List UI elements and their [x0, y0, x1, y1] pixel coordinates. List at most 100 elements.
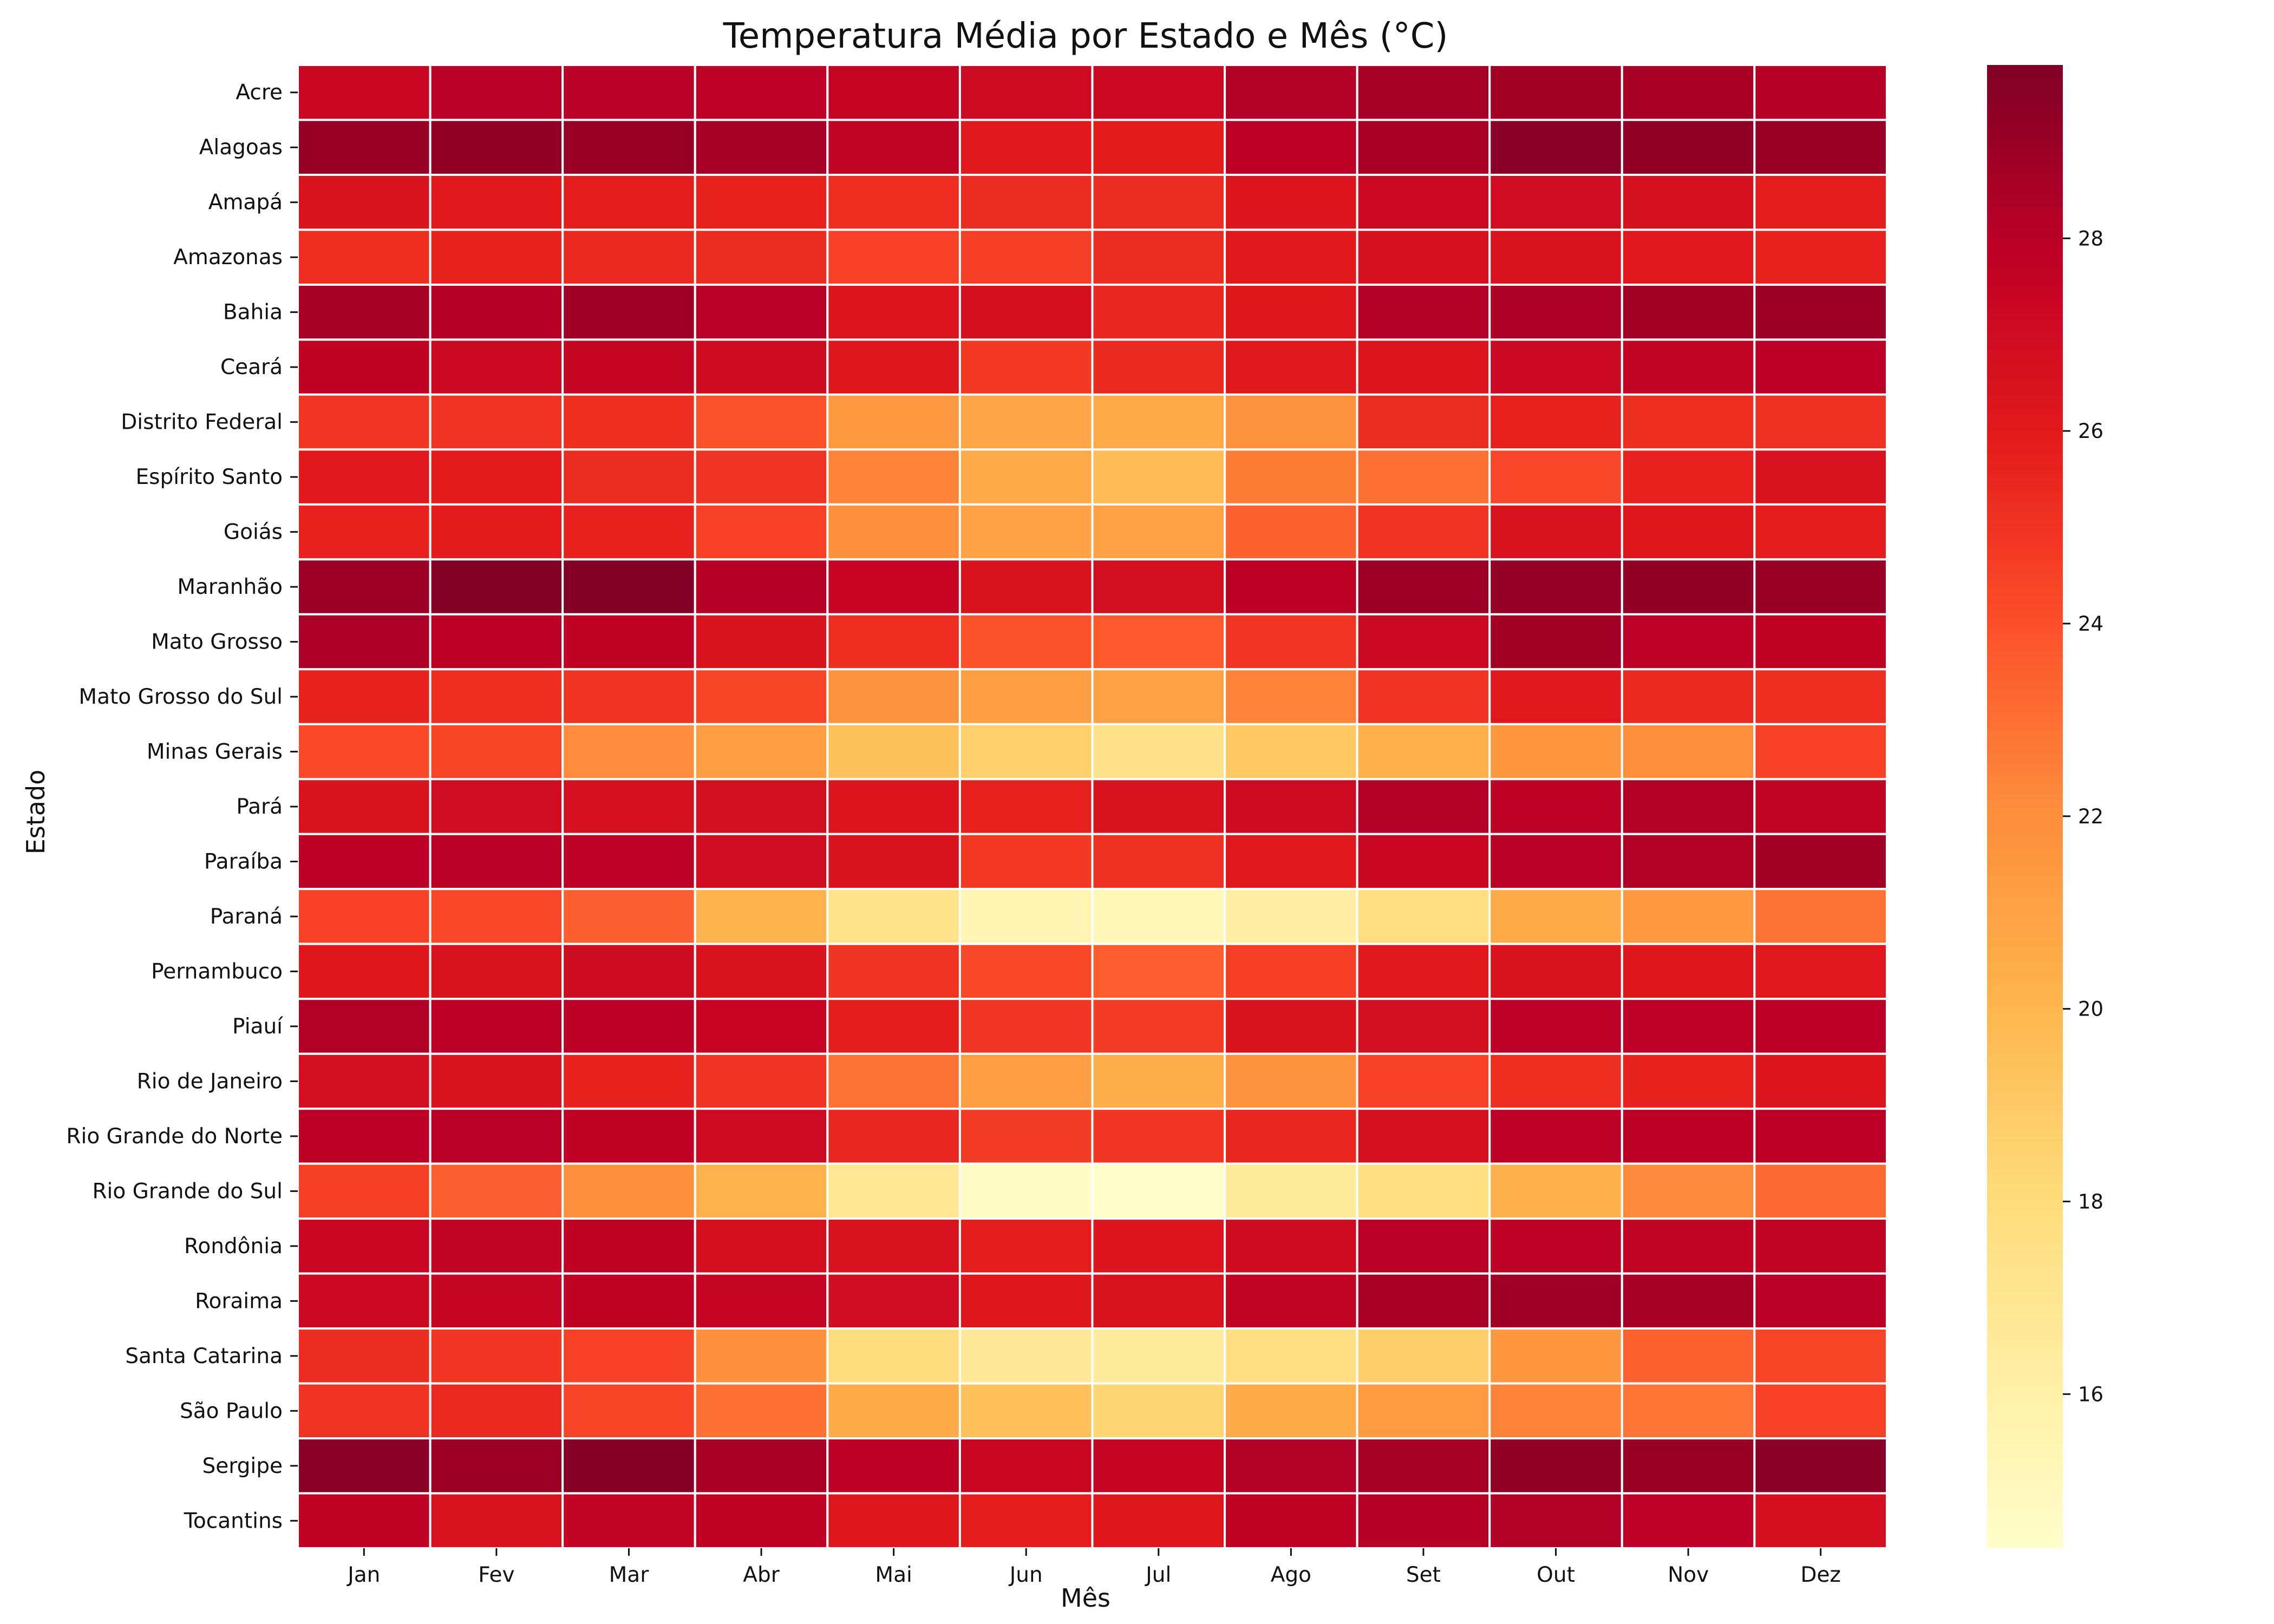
heatmap-cell: [1753, 448, 1889, 506]
heatmap-cell: [958, 338, 1094, 396]
heatmap-cell: [1224, 1162, 1358, 1220]
heatmap-cell: [958, 1382, 1094, 1440]
heatmap-cell: [1091, 613, 1226, 671]
y-tick-label: Espírito Santo: [136, 465, 283, 489]
heatmap-cell: [1356, 393, 1491, 451]
chart-title: Temperatura Média por Estado e Mês (°C): [723, 16, 1448, 56]
heatmap-cell: [429, 448, 564, 506]
heatmap-cell: [694, 1327, 829, 1385]
heatmap-cell: [1224, 833, 1358, 890]
heatmap-cell: [297, 448, 432, 506]
heatmap-cell: [826, 1052, 961, 1110]
heatmap-cell: [1224, 888, 1358, 945]
heatmap-cell: [1620, 1437, 1756, 1495]
heatmap-cell: [1224, 228, 1358, 286]
heatmap-cell: [1091, 448, 1226, 506]
heatmap-cell: [561, 283, 696, 341]
heatmap-cell: [1224, 778, 1358, 835]
heatmap-cell: [561, 778, 696, 835]
heatmap-cell: [1224, 558, 1358, 615]
heatmap-cell: [1091, 1217, 1226, 1275]
heatmap-cell: [958, 723, 1094, 781]
heatmap-cell: [429, 888, 564, 945]
heatmap-cell: [561, 558, 696, 615]
heatmap-cell: [1620, 393, 1756, 451]
heatmap-cell: [1620, 998, 1756, 1055]
heatmap-cell: [1488, 1272, 1623, 1330]
heatmap-cell: [1091, 668, 1226, 725]
heatmap-cell: [1356, 1327, 1491, 1385]
colorbar-tick-label: 24: [2078, 612, 2103, 636]
heatmap-cell: [297, 942, 432, 1000]
heatmap-cell: [1753, 888, 1889, 945]
heatmap-cell: [1091, 1437, 1226, 1495]
heatmap-cell: [429, 998, 564, 1055]
y-tick-label: Rio Grande do Norte: [66, 1124, 283, 1149]
heatmap-cell: [561, 833, 696, 890]
heatmap-cell: [1753, 668, 1889, 725]
heatmap-cell: [958, 833, 1094, 890]
heatmap-cell: [297, 338, 432, 396]
heatmap-cell: [826, 1437, 961, 1495]
heatmap-cell: [826, 1327, 961, 1385]
heatmap-cell: [826, 1492, 961, 1550]
heatmap-cell: [826, 723, 961, 781]
heatmap-cell: [694, 1108, 829, 1165]
heatmap-cell: [1620, 228, 1756, 286]
heatmap-cell: [429, 668, 564, 725]
heatmap-cell: [694, 888, 829, 945]
heatmap-cell: [826, 503, 961, 561]
heatmap-cell: [1091, 723, 1226, 781]
heatmap-cell: [694, 998, 829, 1055]
heatmap-cell: [826, 558, 961, 615]
colorbar-gradient: [1987, 65, 2063, 1548]
heatmap-cell: [1753, 64, 1889, 121]
heatmap-cell: [561, 613, 696, 671]
heatmap-cell: [429, 613, 564, 671]
heatmap-cell: [826, 613, 961, 671]
heatmap-cell: [1753, 613, 1889, 671]
heatmap-cell: [1356, 1492, 1491, 1550]
heatmap-cell: [429, 283, 564, 341]
heatmap-cell: [694, 64, 829, 121]
heatmap-cell: [1488, 338, 1623, 396]
heatmap-cell: [429, 558, 564, 615]
heatmap-cell: [561, 448, 696, 506]
heatmap-cell: [1091, 942, 1226, 1000]
heatmap-cell: [561, 1327, 696, 1385]
heatmap-cell: [1753, 503, 1889, 561]
x-tick-label: Nov: [1668, 1563, 1709, 1587]
heatmap-cell: [1488, 1108, 1623, 1165]
heatmap-cell: [297, 1162, 432, 1220]
heatmap-cell: [429, 228, 564, 286]
heatmap-cell: [1224, 613, 1358, 671]
heatmap-cell: [1356, 1382, 1491, 1440]
heatmap-cell: [1356, 942, 1491, 1000]
heatmap-cell: [1224, 1492, 1358, 1550]
heatmap-cell: [1356, 613, 1491, 671]
heatmap-cell: [1091, 338, 1226, 396]
y-tick-label: Acre: [236, 81, 283, 105]
heatmap-cell: [1091, 393, 1226, 451]
heatmap-cell: [1356, 668, 1491, 725]
heatmap-cell: [1356, 1217, 1491, 1275]
x-tick-label: Mai: [875, 1563, 912, 1587]
heatmap-cell: [561, 1162, 696, 1220]
heatmap-cell: [1224, 1108, 1358, 1165]
heatmap-cell: [561, 998, 696, 1055]
heatmap-cell: [561, 1217, 696, 1275]
heatmap-cell: [1753, 173, 1889, 231]
heatmap-cell: [1488, 1437, 1623, 1495]
heatmap-cell: [826, 668, 961, 725]
heatmap-cell: [429, 1162, 564, 1220]
heatmap-cell: [958, 1217, 1094, 1275]
heatmap-cell: [429, 778, 564, 835]
heatmap-cell: [297, 283, 432, 341]
colorbar-tick-label: 26: [2078, 420, 2103, 443]
heatmap-cell: [694, 558, 829, 615]
heatmap-cell: [1620, 778, 1756, 835]
heatmap-cell: [826, 173, 961, 231]
heatmap-cell: [958, 393, 1094, 451]
heatmap-cell: [1224, 64, 1358, 121]
heatmap-cell: [1356, 1272, 1491, 1330]
